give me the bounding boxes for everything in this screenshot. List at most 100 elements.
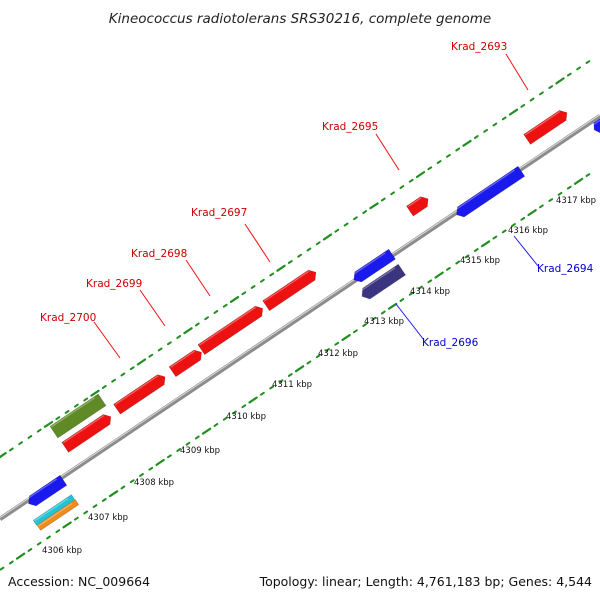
gene-krad-2697[interactable] xyxy=(262,267,319,312)
gene-label-krad-2700[interactable]: Krad_2700 xyxy=(40,312,96,324)
minor-tick xyxy=(362,323,368,327)
minor-tick xyxy=(529,97,535,102)
minor-tick xyxy=(0,566,5,571)
minor-tick xyxy=(362,210,368,214)
upper-tick-row xyxy=(0,60,591,459)
minor-tick xyxy=(492,122,498,127)
gene-krad-2700[interactable] xyxy=(113,372,169,415)
minor-tick xyxy=(101,498,107,502)
minor-tick xyxy=(325,348,330,352)
minor-tick xyxy=(455,260,461,265)
cyan-feature[interactable] xyxy=(32,494,76,526)
minor-tick xyxy=(8,560,14,565)
minor-tick xyxy=(427,279,433,284)
minor-tick xyxy=(399,298,405,302)
minor-tick xyxy=(176,335,182,339)
major-tick xyxy=(108,490,119,498)
callout-line-krad-2693 xyxy=(505,53,529,91)
gene-label-krad-2699[interactable]: Krad_2699 xyxy=(86,278,142,290)
minor-tick xyxy=(129,366,135,371)
minor-tick xyxy=(64,410,70,414)
major-tick xyxy=(508,108,519,116)
minor-tick xyxy=(539,91,544,96)
minor-tick xyxy=(483,128,488,133)
minor-tick xyxy=(548,198,554,202)
minor-tick xyxy=(287,260,293,264)
minor-tick xyxy=(167,341,172,346)
gene-label-krad-2694[interactable]: Krad_2694 xyxy=(537,263,594,275)
minor-tick xyxy=(380,197,386,202)
orange-feature[interactable] xyxy=(36,499,80,531)
minor-tick xyxy=(427,166,433,171)
major-tick xyxy=(341,334,351,341)
major-tick xyxy=(0,452,7,459)
minor-tick xyxy=(120,372,126,377)
minor-tick xyxy=(260,278,265,283)
minor-tick xyxy=(232,410,237,415)
major-tick xyxy=(62,521,72,529)
minor-tick xyxy=(473,248,479,252)
major-tick xyxy=(294,365,305,373)
minor-tick xyxy=(157,347,163,352)
minor-tick xyxy=(18,441,23,446)
minor-tick xyxy=(520,103,526,108)
minor-tick xyxy=(222,416,228,421)
major-tick xyxy=(136,358,147,366)
minor-tick xyxy=(194,322,200,327)
gene-krad-2694[interactable] xyxy=(453,165,526,219)
minor-tick xyxy=(390,191,395,196)
accession-text: Accession: NC_009664 xyxy=(8,574,150,589)
minor-tick xyxy=(213,423,219,427)
major-tick xyxy=(387,302,398,310)
minor-tick xyxy=(269,272,275,277)
gene-krad-2696[interactable] xyxy=(358,263,406,302)
gene-krad-2695[interactable] xyxy=(406,194,432,217)
minor-tick xyxy=(566,185,572,190)
minor-tick xyxy=(213,310,219,314)
major-tick xyxy=(322,233,333,241)
minor-tick xyxy=(55,529,61,534)
gene-krad-2693[interactable] xyxy=(523,108,571,145)
gene-label-krad-2693[interactable]: Krad_2693 xyxy=(451,41,507,53)
gene-edge-right[interactable] xyxy=(591,116,600,135)
major-tick xyxy=(527,209,537,217)
major-tick xyxy=(155,458,165,466)
kbp-label: 4315 kbp xyxy=(460,256,500,266)
gene-lower-left[interactable] xyxy=(25,474,68,508)
callout-line-krad-2700 xyxy=(93,321,121,359)
gene-krad-2699[interactable] xyxy=(168,347,205,378)
minor-tick xyxy=(371,316,377,321)
minor-tick xyxy=(287,373,293,377)
major-tick xyxy=(15,552,26,560)
gene-krad-2696-upper[interactable] xyxy=(351,248,396,285)
major-tick xyxy=(201,427,212,435)
kbp-label: 4307 kbp xyxy=(88,513,128,523)
minor-tick xyxy=(129,479,135,484)
gene-label-krad-2698[interactable]: Krad_2698 xyxy=(131,248,187,260)
kbp-label: 4311 kbp xyxy=(272,380,312,390)
olive-feature[interactable] xyxy=(49,393,107,439)
minor-tick xyxy=(92,504,98,509)
major-tick xyxy=(434,271,444,279)
major-tick xyxy=(248,396,258,404)
minor-tick xyxy=(8,447,14,452)
minor-tick xyxy=(418,285,423,290)
minor-tick xyxy=(222,303,228,308)
gene-label-krad-2696[interactable]: Krad_2696 xyxy=(422,337,479,349)
minor-tick xyxy=(473,135,479,139)
minor-tick xyxy=(436,160,442,164)
major-tick xyxy=(183,327,193,335)
minor-tick xyxy=(83,510,89,515)
gene-label-krad-2695[interactable]: Krad_2695 xyxy=(322,121,378,133)
gene-label-krad-2697[interactable]: Krad_2697 xyxy=(191,207,247,219)
minor-tick xyxy=(539,204,544,209)
gene-krad-2698[interactable] xyxy=(197,303,266,356)
major-tick xyxy=(462,139,472,147)
kbp-label: 4314 kbp xyxy=(410,287,450,297)
kbp-label: 4317 kbp xyxy=(556,196,596,206)
minor-tick xyxy=(464,254,470,259)
gene-krad-2700-adjacent[interactable] xyxy=(61,412,114,453)
callout-line-krad-2695 xyxy=(375,133,400,171)
minor-tick xyxy=(27,548,33,552)
minor-tick xyxy=(167,454,172,459)
